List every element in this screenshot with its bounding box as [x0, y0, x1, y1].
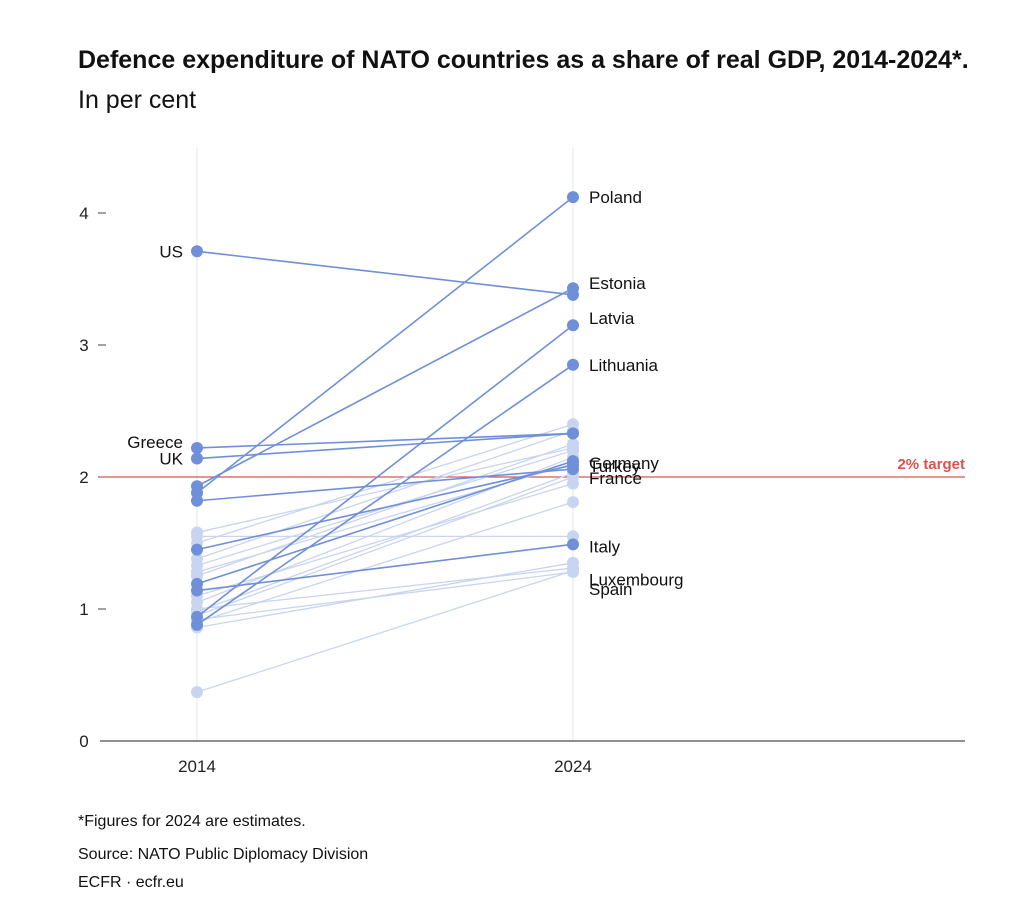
target-label: 2% target — [897, 456, 965, 473]
country-label-2024: Poland — [589, 188, 642, 207]
data-point-2014 — [191, 452, 203, 465]
country-label-2014: UK — [159, 450, 183, 469]
data-point-2014 — [191, 441, 203, 454]
y-tick-label: 1 — [79, 600, 88, 619]
y-axis: 0 1 2 3 4 2014 2024 — [79, 204, 965, 776]
y-tick-label: 3 — [79, 336, 88, 355]
target-layer: 2% target — [100, 456, 965, 478]
series-line — [191, 496, 579, 629]
data-point-2014 — [191, 480, 203, 493]
x-tick-label: 2024 — [554, 757, 592, 776]
data-point-2014 — [191, 686, 203, 699]
series-segment — [196, 432, 574, 449]
series-segment — [196, 196, 574, 494]
data-point-2014 — [191, 543, 203, 556]
series-line — [191, 538, 579, 597]
data-point-2014 — [191, 494, 203, 507]
series-line — [191, 282, 579, 493]
country-label-2024: France — [589, 469, 642, 488]
series-segment — [196, 324, 574, 618]
country-label-2024: Spain — [589, 580, 632, 599]
series-line — [191, 471, 579, 622]
series-line — [191, 319, 579, 623]
data-point-2024 — [567, 427, 579, 440]
country-label-2014: Greece — [127, 433, 183, 452]
data-point-2014 — [191, 584, 203, 597]
data-point-2024 — [567, 496, 579, 509]
data-point-2024 — [567, 477, 579, 490]
y-tick-label: 2 — [79, 468, 88, 487]
country-label-2024: Luxembourg — [589, 571, 684, 590]
series-line — [191, 358, 579, 631]
data-point-2024 — [567, 538, 579, 551]
x-tick-label: 2014 — [178, 757, 216, 776]
country-label-2024: Italy — [589, 537, 621, 556]
series-segment — [196, 464, 574, 551]
series-segment — [196, 571, 574, 621]
data-point-2014 — [191, 245, 203, 258]
series-segment — [196, 432, 574, 460]
data-point-2024 — [567, 358, 579, 371]
series-segment — [196, 287, 574, 487]
grid-layer — [196, 148, 574, 741]
highlight-series-layer — [191, 191, 579, 631]
series-line — [191, 191, 579, 499]
chart-title: Defence expenditure of NATO countries as… — [78, 40, 978, 120]
data-point-2014 — [191, 618, 203, 631]
country-label-2024: Latvia — [589, 309, 635, 328]
series-segment — [196, 570, 574, 693]
series-segment — [196, 543, 574, 592]
chart-title-bold: Defence expenditure of NATO countries as… — [78, 46, 969, 74]
series-line — [191, 441, 579, 539]
series-line — [191, 463, 579, 507]
series-line — [191, 556, 579, 634]
series-segment — [196, 472, 574, 613]
series-line — [191, 457, 579, 579]
chart-subtitle: In per cent — [78, 86, 197, 114]
series-segment — [196, 567, 574, 610]
data-point-2024 — [567, 441, 579, 454]
country-label-2024: Lithuania — [589, 356, 659, 375]
series-segment — [196, 364, 574, 626]
series-segment — [196, 476, 574, 617]
series-segment — [196, 482, 574, 597]
country-label-2024: Germany — [589, 454, 659, 473]
data-point-2024 — [567, 463, 579, 476]
data-point-2014 — [191, 526, 203, 539]
series-segment — [196, 468, 574, 502]
series-segment — [196, 250, 574, 296]
series-segment — [196, 562, 574, 629]
source-note: Source: NATO Public Diplomacy Division — [78, 846, 369, 863]
footnote: *Figures for 2024 are estimates. — [78, 813, 306, 830]
series-line — [191, 455, 579, 590]
data-point-2024 — [567, 319, 579, 332]
series-line — [191, 427, 579, 465]
data-point-2014 — [191, 566, 203, 579]
y-tick-label: 0 — [79, 732, 88, 751]
country-label-2024: Turkey — [589, 457, 641, 476]
y-tick-label: 4 — [79, 204, 88, 223]
data-point-2024 — [567, 282, 579, 295]
series-segment — [196, 423, 574, 544]
muted-series-layer — [191, 418, 579, 699]
credit-link[interactable]: ECFR · ecfr.eu — [78, 874, 184, 891]
data-point-2024 — [567, 191, 579, 204]
series-segment — [196, 447, 574, 534]
series-line — [191, 245, 579, 301]
data-point-2024 — [567, 562, 579, 575]
series-segment — [196, 460, 574, 585]
country-label-2024: Estonia — [589, 274, 646, 293]
country-label-2014: US — [159, 242, 183, 261]
